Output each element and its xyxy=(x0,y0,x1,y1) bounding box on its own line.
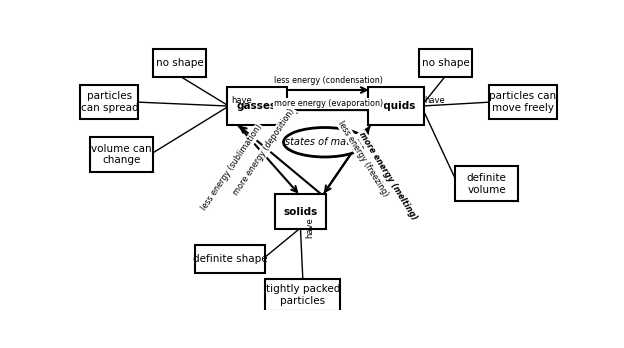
FancyBboxPatch shape xyxy=(489,85,557,119)
FancyBboxPatch shape xyxy=(455,166,518,201)
FancyBboxPatch shape xyxy=(90,137,153,172)
Text: more energy (deposition): more energy (deposition) xyxy=(232,106,296,197)
FancyBboxPatch shape xyxy=(368,87,424,125)
Text: particles can
move freely: particles can move freely xyxy=(489,91,557,113)
FancyBboxPatch shape xyxy=(265,279,340,311)
Text: solids: solids xyxy=(283,207,318,217)
Text: states of matter: states of matter xyxy=(285,137,364,147)
Text: liquids: liquids xyxy=(376,101,416,111)
Text: tightly packed
particles: tightly packed particles xyxy=(266,284,340,306)
Text: more energy (evaporation): more energy (evaporation) xyxy=(274,99,383,108)
Text: more energy (melting): more energy (melting) xyxy=(357,130,418,221)
Text: gasses: gasses xyxy=(237,101,277,111)
Text: less energy (condensation): less energy (condensation) xyxy=(274,76,383,85)
Ellipse shape xyxy=(283,127,366,157)
FancyBboxPatch shape xyxy=(419,49,472,77)
Text: volume can
change: volume can change xyxy=(91,143,152,165)
Text: have: have xyxy=(232,96,252,105)
FancyBboxPatch shape xyxy=(153,49,206,77)
Text: have: have xyxy=(424,96,444,105)
Text: less energy (freezing): less energy (freezing) xyxy=(336,119,391,198)
Text: definite shape: definite shape xyxy=(193,254,268,264)
FancyBboxPatch shape xyxy=(227,87,287,125)
Text: definite
volume: definite volume xyxy=(467,173,507,195)
Text: have: have xyxy=(305,218,314,238)
Text: less energy (sublimation): less energy (sublimation) xyxy=(200,123,264,212)
FancyBboxPatch shape xyxy=(195,245,265,273)
FancyBboxPatch shape xyxy=(80,85,139,119)
Text: no shape: no shape xyxy=(422,58,469,68)
Text: particles
can spread: particles can spread xyxy=(80,91,139,113)
FancyBboxPatch shape xyxy=(275,195,326,229)
Text: no shape: no shape xyxy=(155,58,203,68)
